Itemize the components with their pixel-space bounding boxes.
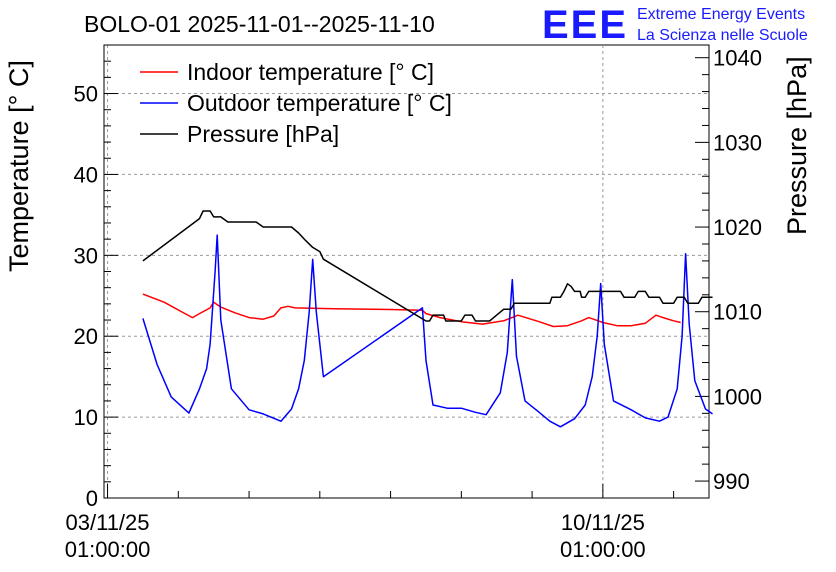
y-tick-label: 40 [74, 162, 98, 187]
chart-title: BOLO-01 2025-11-01--2025-11-10 [84, 11, 435, 37]
y-axis-label: Temperature [° C] [4, 60, 34, 272]
axes: 010203040509901000101010201030104003/11/… [65, 44, 762, 562]
y-tick-label: 0 [86, 486, 98, 511]
legend-label-outdoor: Outdoor temperature [° C] [187, 90, 452, 116]
x-tick-date: 10/11/25 [561, 510, 645, 535]
y2-tick-label: 1010 [713, 300, 762, 325]
grid [104, 45, 709, 498]
logo-mark: EEE [542, 3, 628, 47]
x-tick-time: 01:00:00 [560, 537, 646, 562]
x-tick-date: 03/11/25 [66, 510, 150, 535]
y2-tick-label: 990 [713, 469, 750, 494]
y2-tick-label: 1040 [713, 46, 762, 71]
y2-tick-label: 1000 [713, 384, 762, 409]
legend-label-pressure: Pressure [hPa] [187, 121, 339, 147]
series-line-outdoor-temperature [142, 234, 713, 428]
legend-label-indoor: Indoor temperature [° C] [187, 59, 434, 85]
legend: Indoor temperature [° C] Outdoor tempera… [140, 59, 452, 147]
y-tick-label: 50 [74, 82, 98, 107]
logo-line-2: La Scienza nelle Scuole [637, 27, 808, 44]
eee-logo: EEE Extreme Energy Events La Scienza nel… [542, 3, 808, 47]
series-line-pressure [142, 210, 713, 322]
y-tick-label: 30 [74, 243, 98, 268]
y-tick-label: 20 [74, 324, 98, 349]
y2-tick-label: 1020 [713, 215, 762, 240]
logo-line-1: Extreme Energy Events [637, 6, 805, 23]
series [142, 210, 713, 428]
x-tick-time: 01:00:00 [65, 537, 151, 562]
y2-tick-label: 1030 [713, 130, 762, 155]
y-tick-label: 10 [74, 405, 98, 430]
y2-axis-label: Pressure [hPa] [782, 56, 812, 235]
